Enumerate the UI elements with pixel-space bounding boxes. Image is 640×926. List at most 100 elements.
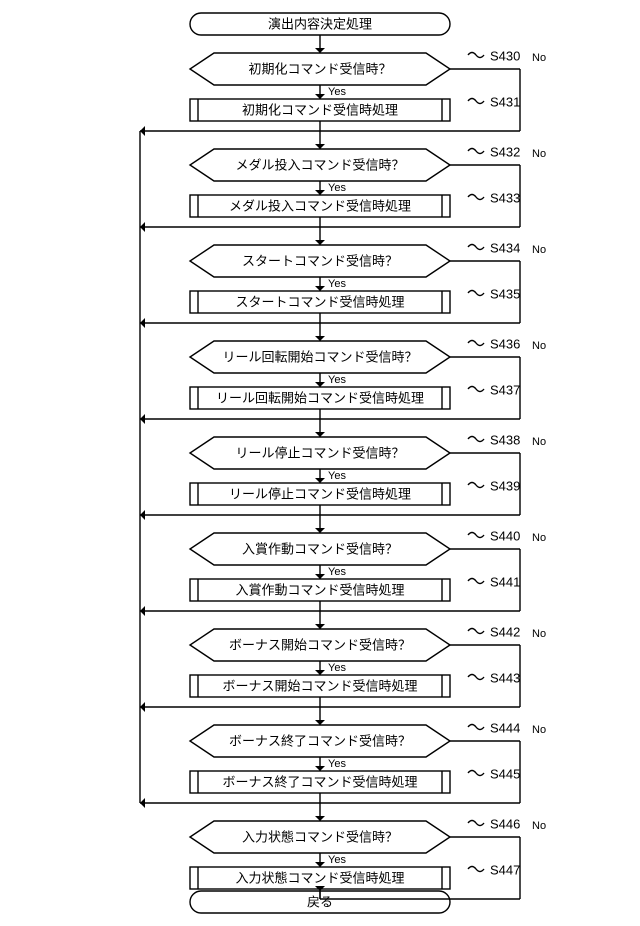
step-label-S433: S433 [490,190,520,205]
no-label-S442: No [532,628,546,640]
yes-label-S446: Yes [328,854,346,866]
no-label-S436: No [532,340,546,352]
yes-label-S444: Yes [328,758,346,770]
no-label-S446: No [532,820,546,832]
tilde-S430 [468,53,484,58]
tilde-S433 [468,195,484,200]
decision-S446-label: 入力状態コマンド受信時？ [242,830,398,845]
process-S445-label: ボーナス終了コマンド受信時処理 [222,775,417,790]
yes-label-S430: Yes [328,86,346,98]
no-label-S430: No [532,52,546,64]
step-label-S444: S444 [490,720,520,735]
decision-S430-label: 初期化コマンド受信時？ [248,62,391,77]
decision-S438-label: リール停止コマンド受信時？ [235,446,404,461]
process-S433-label: メダル投入コマンド受信時処理 [229,199,411,214]
step-label-S434: S434 [490,240,520,255]
process-S443-label: ボーナス開始コマンド受信時処理 [222,679,417,694]
terminator-return-label: 戻る [307,895,333,910]
yes-label-S434: Yes [328,278,346,290]
step-label-S431: S431 [490,94,520,109]
no-label-S432: No [532,148,546,160]
arrow-yes-8 [315,862,325,867]
step-label-S442: S442 [490,624,520,639]
tilde-S431 [468,99,484,104]
arrow-yes-6 [315,670,325,675]
decision-S444-label: ボーナス終了コマンド受信時？ [229,734,411,749]
process-S437-label: リール回転開始コマンド受信時処理 [216,391,424,406]
arrow-yes-4 [315,478,325,483]
step-label-S437: S437 [490,382,520,397]
step-label-S445: S445 [490,766,520,781]
step-label-S443: S443 [490,670,520,685]
return-arrow-3 [140,414,145,424]
arrow-into-decision-8 [315,816,325,821]
decision-S434-label: スタートコマンド受信時？ [242,254,398,269]
tilde-S446 [468,821,484,826]
tilde-S436 [468,341,484,346]
arrow-yes-0 [315,94,325,99]
return-arrow-5 [140,606,145,616]
step-label-S439: S439 [490,478,520,493]
tilde-S435 [468,291,484,296]
return-arrow-4 [140,510,145,520]
yes-label-S436: Yes [328,374,346,386]
return-arrow-1 [140,222,145,232]
tilde-S447 [468,867,484,872]
tilde-S443 [468,675,484,680]
process-S447-label: 入力状態コマンド受信時処理 [235,871,404,886]
no-label-S444: No [532,724,546,736]
yes-label-S432: Yes [328,182,346,194]
tilde-S444 [468,725,484,730]
step-label-S446: S446 [490,816,520,831]
decision-S432-label: メダル投入コマンド受信時？ [235,158,404,173]
tilde-S441 [468,579,484,584]
process-S431-label: 初期化コマンド受信時処理 [242,103,398,118]
arrow-yes-3 [315,382,325,387]
arrow-into-decision-1 [315,144,325,149]
tilde-S442 [468,629,484,634]
arrow-yes-1 [315,190,325,195]
return-arrow-7 [140,798,145,808]
step-label-S440: S440 [490,528,520,543]
step-label-S441: S441 [490,574,520,589]
process-S439-label: リール停止コマンド受信時処理 [229,487,411,502]
arrow-yes-5 [315,574,325,579]
step-label-S438: S438 [490,432,520,447]
yes-label-S438: Yes [328,470,346,482]
tilde-S440 [468,533,484,538]
tilde-S437 [468,387,484,392]
terminator-start-label: 演出内容決定処理 [268,17,372,32]
arrow-yes-7 [315,766,325,771]
tilde-S432 [468,149,484,154]
step-label-S432: S432 [490,144,520,159]
step-label-S430: S430 [490,48,520,63]
no-label-S440: No [532,532,546,544]
arrow-into-decision-4 [315,432,325,437]
tilde-S438 [468,437,484,442]
decision-S436-label: リール回転開始コマンド受信時？ [222,350,417,365]
process-S435-label: スタートコマンド受信時処理 [235,295,404,310]
tilde-S434 [468,245,484,250]
yes-label-S440: Yes [328,566,346,578]
return-arrow-6 [140,702,145,712]
process-S441-label: 入賞作動コマンド受信時処理 [235,583,404,598]
arrow-into-decision-0 [315,48,325,53]
return-arrow-2 [140,318,145,328]
arrow-into-decision-5 [315,528,325,533]
decision-S442-label: ボーナス開始コマンド受信時？ [229,638,411,653]
decision-S440-label: 入賞作動コマンド受信時？ [242,542,398,557]
return-arrow-0 [140,126,145,136]
tilde-S439 [468,483,484,488]
arrow-into-decision-2 [315,240,325,245]
no-label-S438: No [532,436,546,448]
step-label-S447: S447 [490,862,520,877]
arrow-into-decision-3 [315,336,325,341]
yes-label-S442: Yes [328,662,346,674]
arrow-into-decision-6 [315,624,325,629]
tilde-S445 [468,771,484,776]
arrow-yes-2 [315,286,325,291]
arrow-into-decision-7 [315,720,325,725]
step-label-S436: S436 [490,336,520,351]
step-label-S435: S435 [490,286,520,301]
no-label-S434: No [532,244,546,256]
